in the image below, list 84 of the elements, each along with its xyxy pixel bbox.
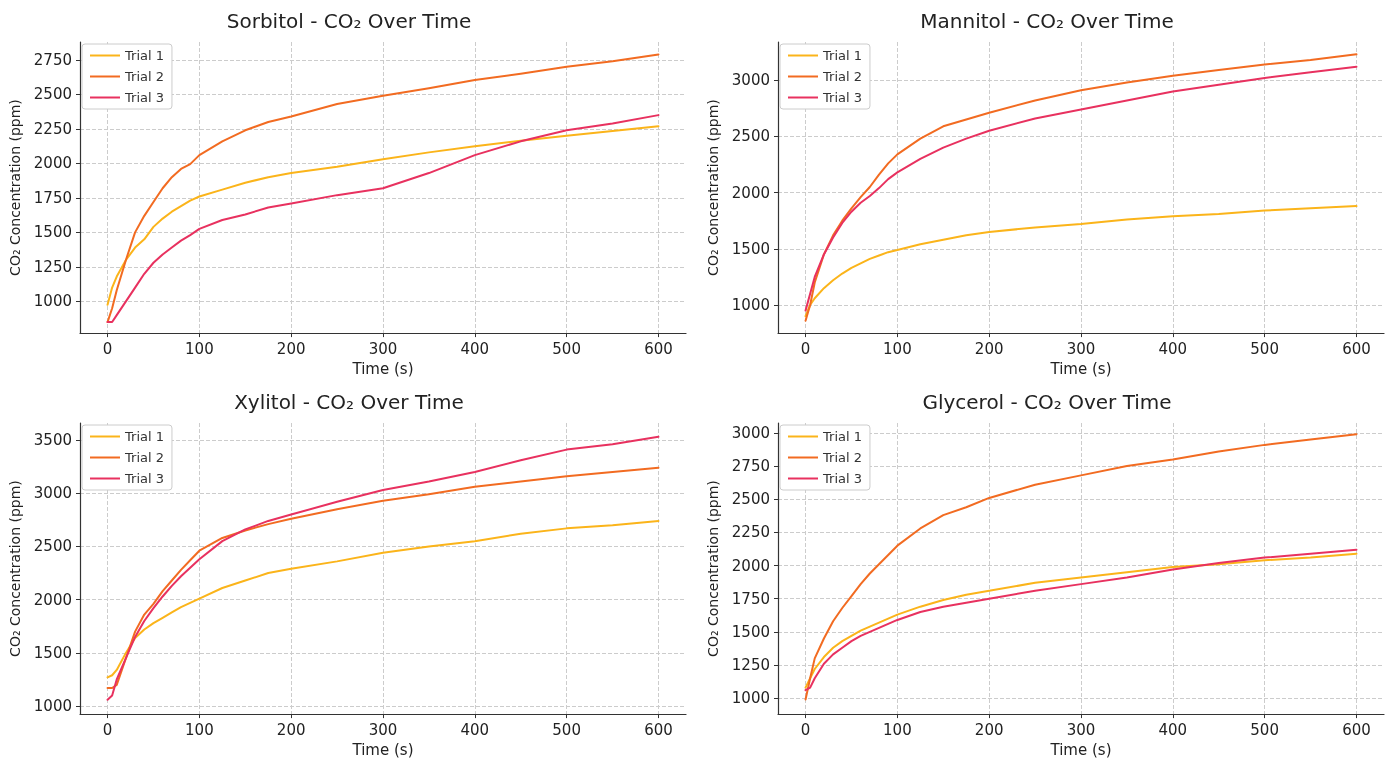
line-series bbox=[106, 466, 660, 690]
x-tick-label: 200 bbox=[276, 720, 306, 739]
y-tick-label: 2000 bbox=[731, 183, 770, 202]
x-tick-label: 500 bbox=[1250, 720, 1279, 739]
x-tick-label: 300 bbox=[368, 339, 398, 358]
x-tick-label: 200 bbox=[276, 339, 306, 358]
legend-label: Trial 1 bbox=[822, 48, 862, 63]
x-tick-label: 400 bbox=[460, 339, 490, 358]
legend-label: Trial 2 bbox=[822, 69, 862, 84]
y-tick-label: 2250 bbox=[731, 523, 770, 542]
legend-label: Trial 3 bbox=[124, 471, 164, 486]
y-tick-label: 2500 bbox=[33, 537, 72, 556]
y-tick-label: 2750 bbox=[33, 50, 72, 69]
y-tick-label: 1500 bbox=[33, 223, 72, 242]
x-tick-label: 100 bbox=[185, 720, 214, 739]
y-tick-label: 1000 bbox=[731, 689, 770, 708]
y-tick-label: 2500 bbox=[731, 127, 770, 146]
x-tick-label: 300 bbox=[1066, 339, 1096, 358]
line-series bbox=[106, 519, 660, 679]
line-series bbox=[804, 433, 1358, 701]
legend-label: Trial 1 bbox=[124, 48, 164, 63]
y-tick-label: 1500 bbox=[33, 643, 72, 662]
x-tick-label: 200 bbox=[974, 720, 1004, 739]
y-tick-label: 2000 bbox=[33, 154, 72, 173]
legend-label: Trial 2 bbox=[124, 69, 164, 84]
y-tick-label: 3000 bbox=[731, 423, 770, 442]
y-axis-title: CO₂ Concentration (ppm) bbox=[705, 99, 721, 276]
y-tick-label: 1000 bbox=[731, 296, 770, 314]
x-tick-label: 400 bbox=[460, 720, 490, 739]
y-tick-label: 3500 bbox=[33, 431, 72, 450]
line-series bbox=[804, 205, 1358, 318]
y-tick-label: 2000 bbox=[33, 590, 72, 609]
chart-title: Sorbitol - CO₂ Over Time bbox=[226, 9, 472, 33]
y-tick-label: 1250 bbox=[33, 257, 72, 276]
y-tick-label: 1000 bbox=[33, 697, 72, 716]
y-tick-label: 1750 bbox=[33, 188, 72, 207]
y-axis-title: CO₂ Concentration (ppm) bbox=[7, 99, 23, 276]
x-axis-title: Time (s) bbox=[1049, 359, 1112, 378]
x-tick-label: 100 bbox=[883, 720, 912, 739]
y-tick-label: 2750 bbox=[731, 457, 770, 476]
x-axis-title: Time (s) bbox=[351, 740, 414, 759]
x-tick-label: 500 bbox=[1250, 339, 1279, 358]
x-tick-label: 300 bbox=[1066, 720, 1096, 739]
chart-title: Glycerol - CO₂ Over Time bbox=[922, 390, 1172, 414]
legend-label: Trial 3 bbox=[822, 471, 862, 486]
x-tick-label: 0 bbox=[800, 339, 811, 358]
legend-label: Trial 3 bbox=[822, 90, 862, 105]
legend-label: Trial 2 bbox=[822, 450, 862, 465]
x-tick-label: 0 bbox=[800, 720, 811, 739]
x-tick-label: 500 bbox=[552, 339, 581, 358]
x-axis-title: Time (s) bbox=[1049, 740, 1112, 759]
x-tick-label: 500 bbox=[552, 720, 581, 739]
x-tick-label: 100 bbox=[185, 339, 214, 358]
x-tick-label: 600 bbox=[644, 339, 673, 358]
chart-title: Xylitol - CO₂ Over Time bbox=[234, 390, 464, 414]
x-tick-label: 0 bbox=[102, 339, 113, 358]
y-tick-label: 3000 bbox=[33, 484, 72, 503]
y-tick-label: 1500 bbox=[731, 239, 770, 258]
chart-title: Mannitol - CO₂ Over Time bbox=[920, 9, 1174, 33]
legend-label: Trial 2 bbox=[124, 450, 164, 465]
y-tick-label: 2250 bbox=[33, 119, 72, 138]
y-tick-label: 2500 bbox=[33, 85, 72, 104]
x-tick-label: 200 bbox=[974, 339, 1004, 358]
x-tick-label: 100 bbox=[883, 339, 912, 358]
y-tick-label: 3000 bbox=[731, 71, 770, 90]
y-tick-label: 2000 bbox=[731, 556, 770, 575]
x-tick-label: 400 bbox=[1158, 720, 1188, 739]
y-tick-label: 1750 bbox=[731, 589, 770, 608]
y-tick-label: 1250 bbox=[731, 656, 770, 675]
x-tick-label: 400 bbox=[1158, 339, 1188, 358]
x-tick-label: 600 bbox=[1342, 720, 1371, 739]
y-tick-label: 1000 bbox=[33, 292, 72, 311]
x-tick-label: 300 bbox=[368, 720, 398, 739]
y-tick-label: 2500 bbox=[731, 490, 770, 509]
legend-label: Trial 1 bbox=[822, 429, 862, 444]
legend-label: Trial 1 bbox=[124, 429, 164, 444]
y-tick-label: 1500 bbox=[731, 622, 770, 641]
x-axis-title: Time (s) bbox=[351, 359, 414, 378]
x-tick-label: 0 bbox=[102, 720, 113, 739]
y-axis-title: CO₂ Concentration (ppm) bbox=[705, 480, 721, 657]
x-tick-label: 600 bbox=[644, 720, 673, 739]
legend-label: Trial 3 bbox=[124, 90, 164, 105]
y-axis-title: CO₂ Concentration (ppm) bbox=[7, 480, 23, 657]
x-tick-label: 600 bbox=[1342, 339, 1371, 358]
